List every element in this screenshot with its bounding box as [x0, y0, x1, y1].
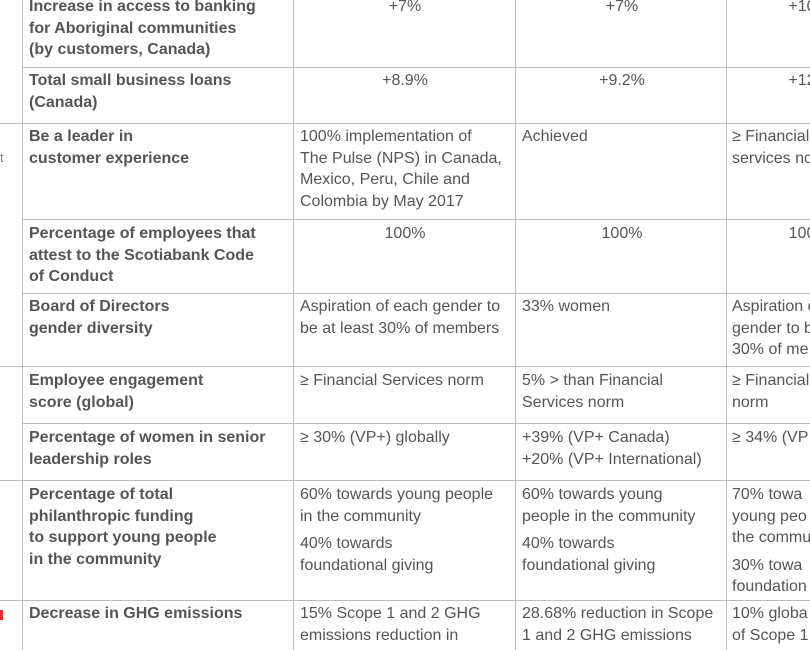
target-value: 15% Scope 1 and 2 GHG emissions reduction… — [300, 605, 481, 644]
result-value: 100% — [601, 225, 643, 242]
row-divider — [0, 480, 810, 481]
next-target-value: 100 — [788, 225, 810, 242]
target-value: 60% towards young people in the community… — [300, 486, 494, 574]
target-value: 100% implementation of The Pulse (NPS) in… — [300, 128, 502, 210]
metric-code-of-conduct: Percentage of employees that attest to th… — [29, 225, 256, 285]
result-value: 28.68% reduction in Scope 1 and 2 GHG emi… — [522, 605, 714, 644]
column-divider — [726, 0, 727, 650]
metric-board-gender-diversity: Board of Directors gender diversity — [29, 298, 170, 337]
result-value: +9.2% — [599, 72, 645, 89]
column-divider — [515, 0, 516, 650]
target-value: ≥ 30% (VP+) globally — [300, 429, 450, 446]
column-divider — [22, 0, 23, 650]
row-divider — [22, 293, 810, 294]
target-value: ≥ Financial Services norm — [300, 372, 484, 389]
next-target-value: 70% towa young peo the commu 30% towa found… — [732, 486, 810, 595]
result-value: 60% towards young people in the community… — [522, 486, 696, 574]
row-divider — [0, 123, 810, 124]
next-target-value: Aspiration o gender to b 30% of me — [732, 298, 810, 358]
metric-employee-engagement: Employee engagement score (global) — [29, 372, 204, 411]
row-divider — [0, 366, 810, 367]
next-target-value: ≥ 34% (VP — [732, 429, 809, 446]
target-value: Aspiration of each gender to be at least … — [300, 298, 501, 337]
next-target-value: 10% globa of Scope 1 — [732, 605, 809, 644]
target-value: 100% — [384, 225, 426, 242]
result-value: 33% women — [522, 298, 611, 315]
next-target-value: +10 — [788, 0, 810, 15]
row-divider — [0, 600, 810, 601]
metric-philanthropic-funding: Percentage of total philanthropic funding… — [29, 486, 217, 568]
left-edge-marker — [0, 610, 3, 620]
metric-women-senior-leadership: Percentage of women in senior leadership … — [29, 429, 266, 468]
left-edge-text: t — [0, 150, 4, 165]
metric-ghg-emissions: Decrease in GHG emissions — [29, 605, 243, 622]
result-value: +39% (VP+ Canada) +20% (VP+ International… — [522, 429, 702, 468]
row-divider — [22, 67, 810, 68]
row-divider — [22, 423, 810, 424]
result-value: Achieved — [522, 128, 588, 145]
result-value: +7% — [605, 0, 639, 15]
next-target-value: +12 — [788, 72, 810, 89]
row-divider — [22, 219, 810, 220]
metric-access-to-banking: Increase in access to banking for Aborigi… — [29, 0, 256, 58]
next-target-value: ≥ Financial norm — [732, 372, 810, 411]
target-value: +8.9% — [382, 72, 428, 89]
metric-small-business-loans: Total small business loans (Canada) — [29, 72, 232, 111]
result-value: 5% > than Financial Services norm — [522, 372, 663, 411]
next-target-value: ≥ Financial services nor — [732, 128, 810, 167]
metric-customer-experience: Be a leader in customer experience — [29, 128, 190, 167]
target-value: +7% — [388, 0, 422, 15]
column-divider — [293, 0, 294, 650]
